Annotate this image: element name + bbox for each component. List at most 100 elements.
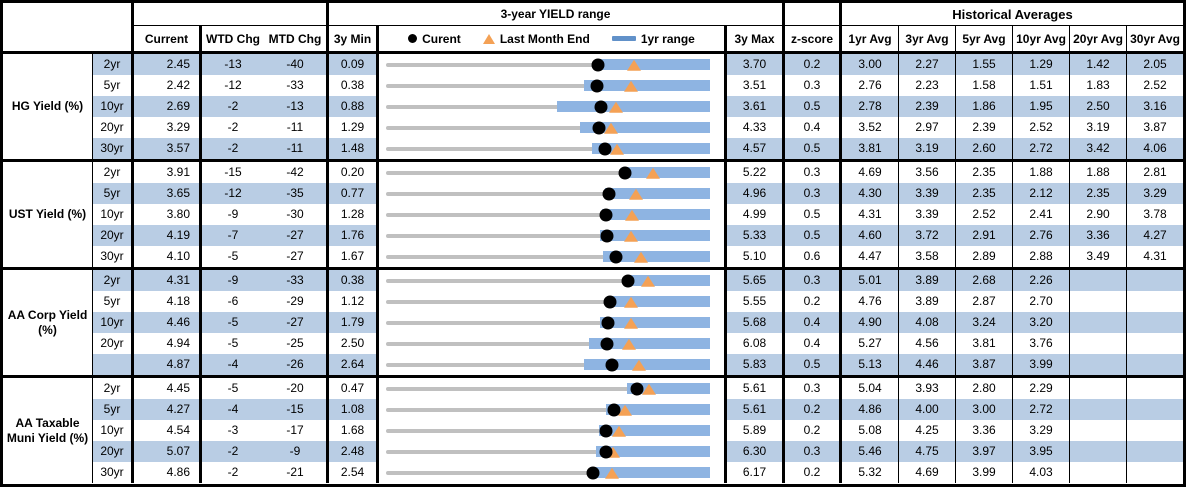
historical-averages-title: Historical Averages	[842, 3, 1183, 26]
group-rows: 2yr 4.45 -5 -20 0.47 5.61 0.3 5.04 3.93 2.80 2.29 5…	[93, 378, 1183, 483]
historical-avg-value: 4.69	[899, 462, 956, 483]
historical-avg-value: 4.47	[842, 246, 899, 267]
group-label: AA Taxable Muni Yield (%)	[3, 378, 93, 483]
one-year-range-bar	[584, 359, 710, 370]
historical-avg-value: 2.12	[1013, 183, 1070, 204]
current-marker	[591, 58, 605, 71]
three-year-min-value: 0.77	[329, 183, 379, 204]
historical-avg-value: 3.81	[842, 138, 899, 159]
current-marker	[599, 445, 613, 458]
z-score-value: 0.5	[785, 138, 842, 159]
historical-avg-value: 2.72	[1013, 399, 1070, 420]
historical-avg-value: 2.26	[1013, 270, 1070, 291]
three-year-max-value: 5.65	[727, 270, 785, 291]
last-month-end-marker	[624, 80, 639, 92]
historical-avg-value: 2.41	[1013, 204, 1070, 225]
col-header-avg: 30yr Avg	[1130, 31, 1180, 46]
historical-avg-value: 4.27	[1127, 225, 1183, 246]
col-header-wtd: WTD Chg	[206, 31, 260, 46]
range-chart-cell	[379, 225, 727, 246]
three-year-track	[386, 299, 710, 304]
mtd-chg-value: -11	[264, 138, 329, 159]
historical-avg-value: 2.39	[956, 117, 1013, 138]
col-header-avg: 20yr Avg	[1070, 26, 1127, 51]
chart-legend: Curent Last Month End 1yr range	[379, 26, 727, 51]
historical-avg-value: 3.95	[1013, 441, 1070, 462]
current-value: 3.57	[134, 138, 202, 159]
z-score-value: 0.2	[785, 420, 842, 441]
historical-avg-value: 5.04	[842, 378, 899, 399]
legend-current-label: Curent	[422, 31, 461, 46]
historical-avg-value: 2.27	[899, 54, 956, 75]
yield-group: AA Taxable Muni Yield (%) 2yr 4.45 -5 -20 0.4…	[3, 378, 1183, 483]
three-year-track	[386, 104, 710, 109]
one-year-range-bar	[591, 143, 710, 154]
tenor-label: 10yr	[93, 96, 134, 117]
historical-avg-value	[1127, 462, 1183, 483]
tenor-label	[93, 354, 134, 375]
three-year-max-value: 6.30	[727, 441, 785, 462]
last-month-triangle-icon	[482, 33, 495, 44]
historical-avg-value: 1.55	[956, 54, 1013, 75]
wtd-chg-value: -13	[202, 54, 264, 75]
table-row: 30yr 3.57 -2 -11 1.48 4.57 0.5 3.81 3.19 2.60 2.72…	[93, 138, 1183, 159]
one-year-range-bar	[600, 230, 710, 241]
current-value: 4.18	[134, 291, 202, 312]
col-header-avg: 10yr Avg	[1013, 26, 1070, 51]
current-value: 4.86	[134, 462, 202, 483]
mtd-chg-value: -29	[264, 291, 329, 312]
historical-avg-value: 5.32	[842, 462, 899, 483]
historical-avg-value: 3.39	[899, 204, 956, 225]
table-row: 2yr 4.45 -5 -20 0.47 5.61 0.3 5.04 3.93 2.80 2.29	[93, 378, 1183, 399]
current-value: 2.42	[134, 75, 202, 96]
table-header: 3-year YIELD range Historical Averages C…	[3, 3, 1183, 54]
historical-avg-value	[1070, 441, 1127, 462]
z-score-value: 0.5	[785, 354, 842, 375]
historical-avg-value	[1070, 333, 1127, 354]
three-year-track	[386, 146, 710, 151]
col-header-avg: 5yr Avg	[956, 26, 1013, 51]
mtd-chg-value: -27	[264, 312, 329, 333]
current-marker	[598, 142, 612, 155]
last-month-end-marker	[604, 467, 619, 479]
empty-header-cell	[134, 3, 329, 26]
wtd-chg-value: -9	[202, 204, 264, 225]
three-year-max-value: 5.55	[727, 291, 785, 312]
three-year-max-value: 5.61	[727, 378, 785, 399]
current-value: 4.45	[134, 378, 202, 399]
historical-avg-value: 2.89	[956, 246, 1013, 267]
range-chart-cell	[379, 399, 727, 420]
last-month-end-marker	[645, 167, 660, 179]
yield-group: HG Yield (%) 2yr 2.45 -13 -40 0.09 3.70 0.2 3.00…	[3, 54, 1183, 162]
last-month-end-marker	[622, 338, 637, 350]
group-label: AA Corp Yield (%)	[3, 270, 93, 375]
historical-avg-value: 3.00	[956, 399, 1013, 420]
current-marker	[592, 121, 606, 134]
range-chart-cell	[379, 204, 727, 225]
range-plot	[386, 183, 710, 204]
last-month-end-marker	[617, 404, 632, 416]
z-score-value: 0.3	[785, 270, 842, 291]
current-value: 4.46	[134, 312, 202, 333]
historical-avg-value: 3.72	[899, 225, 956, 246]
historical-avg-value: 3.42	[1070, 138, 1127, 159]
corner-cell	[3, 3, 134, 51]
three-year-max-value: 3.70	[727, 54, 785, 75]
one-year-range-bar	[579, 122, 710, 133]
z-score-value: 0.5	[785, 96, 842, 117]
group-rows: 2yr 4.31 -9 -33 0.38 5.65 0.3 5.01 3.89 2.68 2.26 5…	[93, 270, 1183, 375]
table-row: 5yr 4.18 -6 -29 1.12 5.55 0.2 4.76 3.89 2.87 2.70	[93, 291, 1183, 312]
three-year-max-value: 5.10	[727, 246, 785, 267]
z-score-value: 0.2	[785, 54, 842, 75]
mtd-chg-value: -20	[264, 378, 329, 399]
one-year-range-bar	[583, 80, 710, 91]
one-year-range-bar	[603, 251, 710, 262]
range-plot	[386, 354, 710, 375]
z-score-value: 0.6	[785, 246, 842, 267]
legend-last-month-label: Last Month End	[499, 31, 590, 46]
table-row: 10yr 3.80 -9 -30 1.28 4.99 0.5 4.31 3.39 2.52 2.41…	[93, 204, 1183, 225]
current-value: 4.27	[134, 399, 202, 420]
table-row: 10yr 4.54 -3 -17 1.68 5.89 0.2 5.08 4.25 3.36 3.29	[93, 420, 1183, 441]
one-year-range-bar	[599, 425, 710, 436]
